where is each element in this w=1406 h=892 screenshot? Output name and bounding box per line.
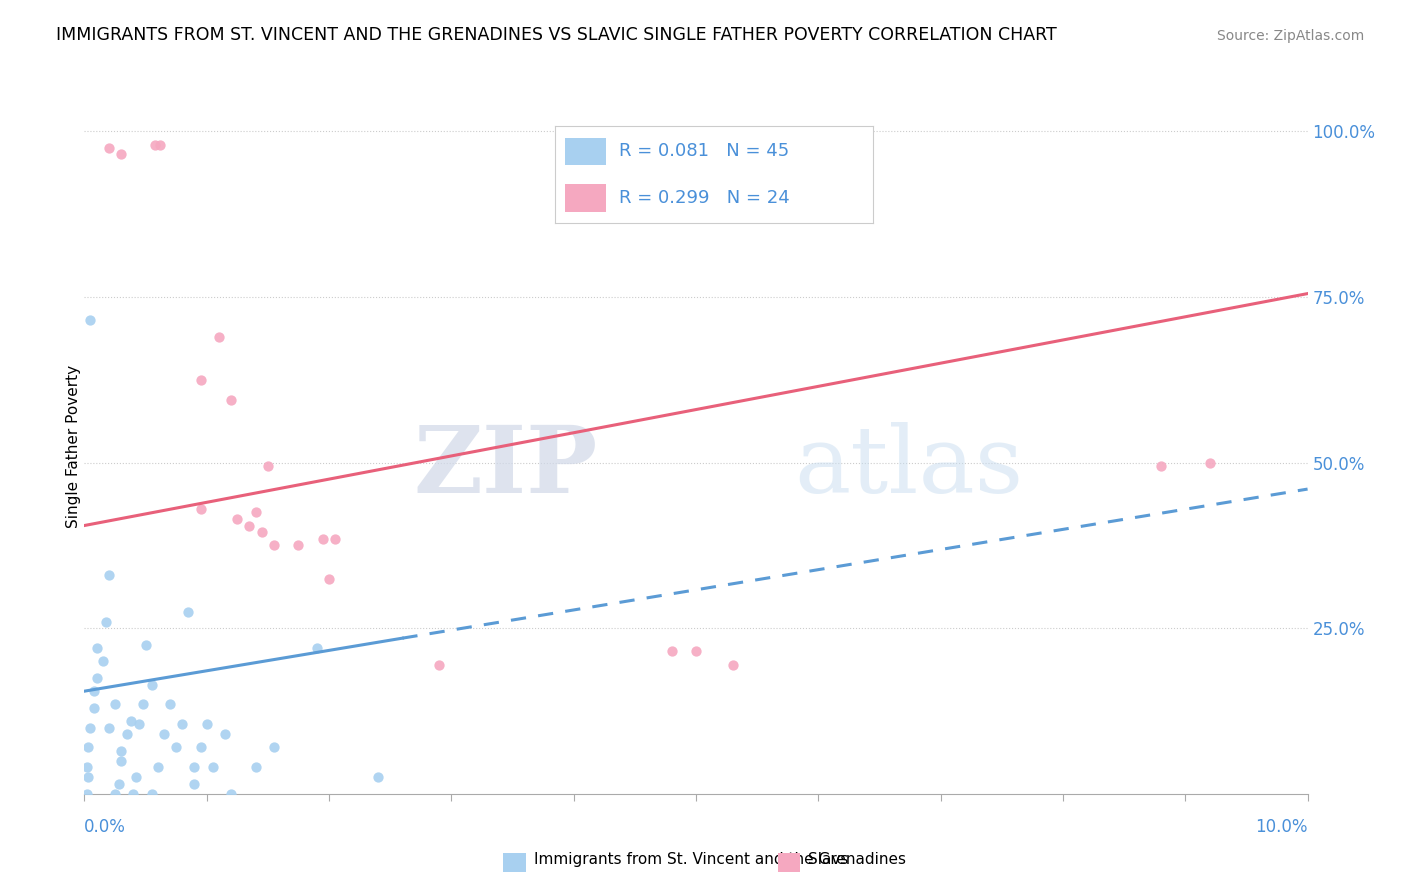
Point <box>661 644 683 658</box>
Point <box>86 671 108 685</box>
Point <box>110 147 132 161</box>
Point <box>149 137 172 152</box>
Text: IMMIGRANTS FROM ST. VINCENT AND THE GRENADINES VS SLAVIC SINGLE FATHER POVERTY C: IMMIGRANTS FROM ST. VINCENT AND THE GREN… <box>56 26 1057 44</box>
Point <box>77 770 100 784</box>
Point <box>183 760 205 774</box>
Y-axis label: Single Father Poverty: Single Father Poverty <box>66 365 80 527</box>
Point <box>312 532 335 546</box>
Point <box>263 740 285 755</box>
Point <box>245 760 267 774</box>
Text: Immigrants from St. Vincent and the Grenadines: Immigrants from St. Vincent and the Gren… <box>534 853 907 867</box>
Point <box>190 502 212 516</box>
Point <box>183 777 205 791</box>
Point <box>104 698 127 712</box>
Point <box>190 373 212 387</box>
Point <box>159 698 181 712</box>
Text: atlas: atlas <box>794 422 1024 512</box>
Point <box>122 787 145 801</box>
Point <box>318 572 340 586</box>
Text: R = 0.081   N = 45: R = 0.081 N = 45 <box>619 143 789 161</box>
Point <box>107 777 129 791</box>
Text: Slavs: Slavs <box>808 853 849 867</box>
Point <box>79 721 101 735</box>
Text: R = 0.299   N = 24: R = 0.299 N = 24 <box>619 189 790 207</box>
Point <box>287 538 309 552</box>
Point <box>238 518 260 533</box>
Point <box>685 644 707 658</box>
Point <box>104 787 127 801</box>
Point <box>135 638 157 652</box>
Text: 10.0%: 10.0% <box>1256 818 1308 836</box>
Point <box>79 313 101 327</box>
Point <box>219 787 242 801</box>
Point <box>97 721 120 735</box>
Point <box>165 740 187 755</box>
Text: Source: ZipAtlas.com: Source: ZipAtlas.com <box>1216 29 1364 43</box>
Point <box>250 525 273 540</box>
Point <box>257 458 280 473</box>
Point <box>201 760 224 774</box>
Point <box>153 727 176 741</box>
Point <box>86 641 108 656</box>
Point <box>83 700 105 714</box>
Point <box>263 538 285 552</box>
Point <box>125 770 148 784</box>
Point <box>96 615 118 629</box>
Point <box>1198 456 1220 470</box>
Point <box>110 744 132 758</box>
Point <box>128 717 150 731</box>
Point <box>1150 458 1173 473</box>
Point <box>226 512 249 526</box>
Point <box>177 605 200 619</box>
Point <box>141 787 163 801</box>
Point <box>208 329 231 343</box>
FancyBboxPatch shape <box>565 185 606 211</box>
Point <box>245 505 267 519</box>
Point <box>367 770 389 784</box>
Point <box>115 727 138 741</box>
Point <box>219 392 242 407</box>
Text: ZIP: ZIP <box>413 422 598 512</box>
Point <box>172 717 194 731</box>
FancyBboxPatch shape <box>565 137 606 165</box>
Point <box>141 677 163 691</box>
Point <box>97 568 120 582</box>
Point <box>143 137 166 152</box>
Point <box>91 654 114 668</box>
Point <box>721 657 744 672</box>
Point <box>77 740 100 755</box>
Point <box>190 740 212 755</box>
Point <box>110 754 132 768</box>
Point <box>120 714 142 728</box>
Point <box>76 787 98 801</box>
Point <box>214 727 236 741</box>
Point <box>427 657 450 672</box>
Point <box>146 760 169 774</box>
Point <box>323 532 346 546</box>
Point <box>195 717 218 731</box>
Point <box>132 698 155 712</box>
Point <box>305 641 328 656</box>
Point <box>83 684 105 698</box>
Text: 0.0%: 0.0% <box>84 818 127 836</box>
Point <box>97 141 120 155</box>
Point <box>76 760 98 774</box>
